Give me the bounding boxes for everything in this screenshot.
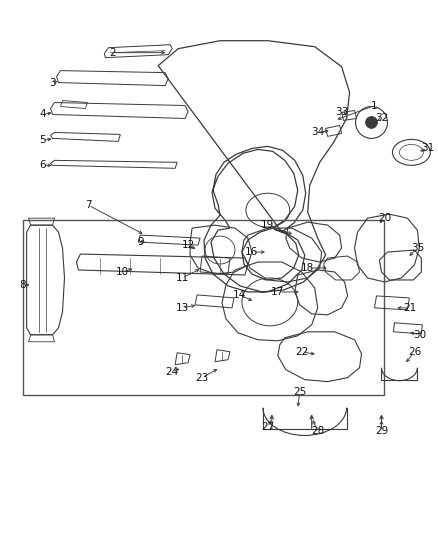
Text: 21: 21 bbox=[403, 303, 416, 313]
Text: 1: 1 bbox=[371, 101, 378, 110]
Text: 34: 34 bbox=[311, 127, 324, 138]
Text: 24: 24 bbox=[166, 367, 179, 377]
Text: 9: 9 bbox=[137, 237, 144, 247]
Text: 26: 26 bbox=[408, 347, 421, 357]
Text: 31: 31 bbox=[421, 143, 434, 154]
Text: 30: 30 bbox=[413, 330, 426, 340]
Text: 27: 27 bbox=[261, 423, 275, 432]
Text: 32: 32 bbox=[375, 114, 388, 124]
Text: 8: 8 bbox=[19, 280, 26, 290]
Text: 19: 19 bbox=[261, 220, 275, 230]
Text: 16: 16 bbox=[245, 247, 258, 257]
Text: 35: 35 bbox=[411, 243, 424, 253]
Text: 2: 2 bbox=[109, 47, 116, 58]
Circle shape bbox=[366, 117, 378, 128]
Text: 33: 33 bbox=[335, 108, 348, 117]
Text: 14: 14 bbox=[233, 290, 247, 300]
Text: 29: 29 bbox=[375, 426, 388, 437]
Text: 11: 11 bbox=[176, 273, 189, 283]
Text: 25: 25 bbox=[293, 386, 306, 397]
Text: 6: 6 bbox=[39, 160, 46, 171]
Text: 22: 22 bbox=[295, 347, 308, 357]
Text: 5: 5 bbox=[39, 135, 46, 146]
Text: 10: 10 bbox=[116, 267, 129, 277]
Text: 20: 20 bbox=[378, 213, 391, 223]
Text: 13: 13 bbox=[176, 303, 189, 313]
Text: 18: 18 bbox=[301, 263, 314, 273]
Text: 28: 28 bbox=[311, 426, 324, 437]
Text: 3: 3 bbox=[49, 78, 56, 87]
Text: 17: 17 bbox=[271, 287, 284, 297]
Text: 12: 12 bbox=[181, 240, 195, 250]
Text: 4: 4 bbox=[39, 109, 46, 119]
Text: 23: 23 bbox=[195, 373, 208, 383]
Text: 7: 7 bbox=[85, 200, 92, 210]
